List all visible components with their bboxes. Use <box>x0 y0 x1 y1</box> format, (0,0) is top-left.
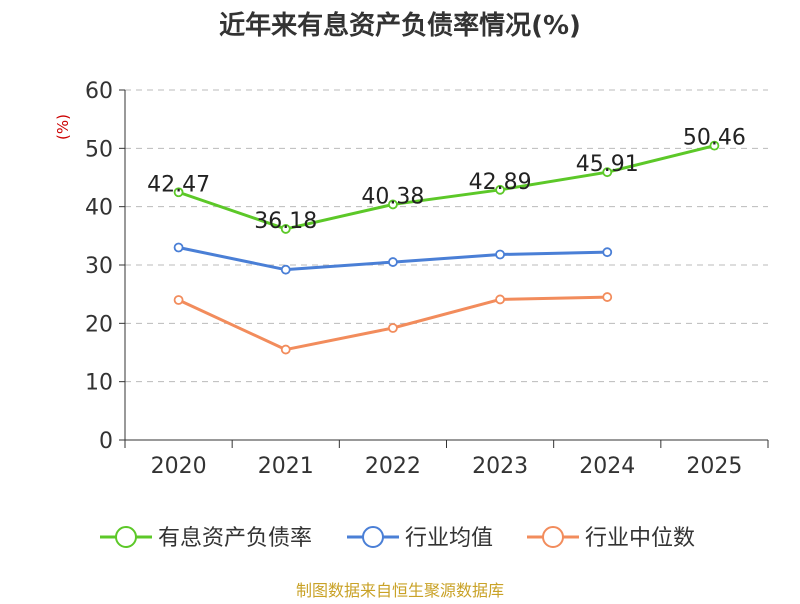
data-point <box>602 292 613 302</box>
legend-item: 行业中位数 <box>527 526 695 551</box>
y-tick-label: 20 <box>85 312 113 337</box>
legend-label: 行业中位数 <box>585 526 695 551</box>
data-point <box>280 344 291 355</box>
x-tick-label: 2021 <box>258 454 314 479</box>
y-tick-label: 30 <box>85 254 113 279</box>
y-tick-label: 60 <box>85 79 113 104</box>
data-label: 45.91 <box>576 152 639 177</box>
data-point <box>495 294 505 305</box>
x-tick-label: 2024 <box>579 454 635 479</box>
data-point <box>173 187 184 198</box>
y-tick-label: 40 <box>85 196 113 221</box>
axis-layer: 0 10 20 30 40 50 60 2020 2021 2022 2023 2024 2025 <box>85 79 769 479</box>
data-point <box>388 257 398 267</box>
legend-swatch-marker <box>362 526 384 548</box>
data-point <box>173 295 184 305</box>
data-label: 36.18 <box>254 209 317 234</box>
legend-label: 行业均值 <box>405 526 493 551</box>
legend-swatch-marker <box>542 526 564 548</box>
data-label: 42.89 <box>469 170 532 195</box>
series-layer: 42.47 36.18 40.38 42.89 45.91 50.46 <box>147 126 746 355</box>
data-source-note: 制图数据来自恒生聚源数据库 <box>295 581 504 600</box>
y-tick-label: 50 <box>85 137 113 162</box>
legend: 有息资产负债率 行业均值 行业中位数 <box>100 526 695 551</box>
y-axis-label: (%) <box>54 114 72 140</box>
data-point <box>602 247 613 258</box>
legend-label: 有息资产负债率 <box>158 526 312 551</box>
data-point <box>280 264 291 275</box>
legend-item: 行业均值 <box>347 526 493 551</box>
data-label: 42.47 <box>147 172 210 197</box>
x-tick-label: 2022 <box>365 454 421 479</box>
legend-item: 有息资产负债率 <box>100 526 312 551</box>
data-label: 50.46 <box>683 126 746 151</box>
data-point <box>388 199 398 210</box>
x-tick-label: 2023 <box>472 454 528 479</box>
data-point <box>495 249 505 260</box>
x-tick-label: 2025 <box>686 454 742 479</box>
y-tick-label: 0 <box>99 429 113 454</box>
data-point <box>280 224 291 234</box>
data-label: 40.38 <box>361 184 424 209</box>
data-point <box>173 242 184 253</box>
data-point <box>602 167 613 178</box>
data-point <box>495 184 505 195</box>
y-tick-label: 10 <box>85 371 113 396</box>
legend-swatch-marker <box>115 526 137 548</box>
x-tick-label: 2020 <box>151 454 207 479</box>
grid-layer <box>125 89 768 383</box>
series-line <box>178 144 715 231</box>
data-point <box>388 323 398 333</box>
chart-title: 近年来有息资产负债率情况(%) <box>219 10 581 41</box>
data-point <box>709 140 720 151</box>
